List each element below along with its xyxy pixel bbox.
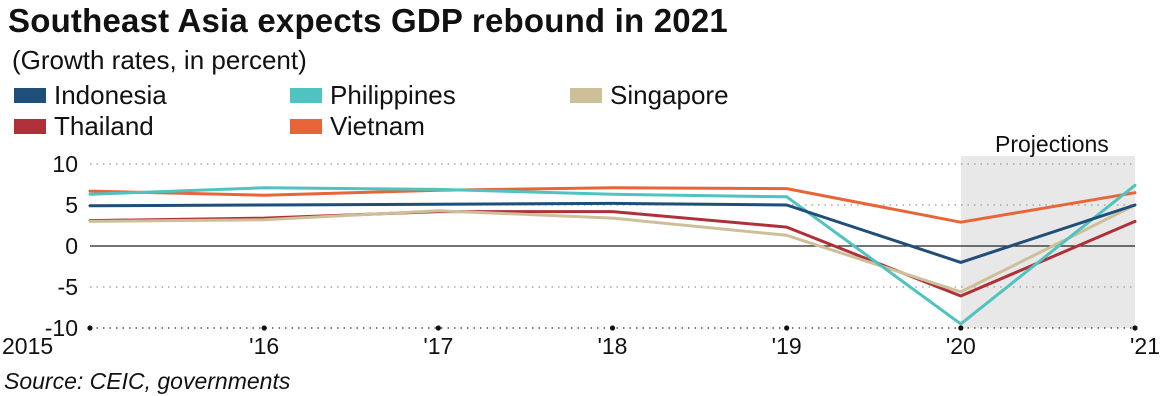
x-tick-label: '21 <box>1130 333 1160 359</box>
x-tick <box>435 325 441 331</box>
chart-title: Southeast Asia expects GDP rebound in 20… <box>8 2 728 39</box>
legend-item-philippines: Philippines <box>290 80 456 111</box>
legend-item-thailand: Thailand <box>14 111 154 142</box>
x-tick-label: '17 <box>423 333 453 359</box>
x-tick <box>261 325 267 331</box>
chart-subtitle: (Growth rates, in percent) <box>12 45 307 75</box>
y-tick-label: 5 <box>65 192 78 218</box>
legend-swatch-indonesia <box>14 88 46 103</box>
legend: Indonesia Philippines Singapore Thailand… <box>14 80 1014 144</box>
series-line-thailand <box>88 210 1137 298</box>
legend-swatch-singapore <box>570 88 602 103</box>
y-tick-label: 10 <box>52 151 78 177</box>
x-tick <box>87 325 93 331</box>
projections-label: Projections <box>995 131 1109 157</box>
x-tick <box>958 325 964 331</box>
x-tick-label: '20 <box>946 333 976 359</box>
series-line-vietnam <box>88 186 1137 224</box>
series-line-singapore <box>88 203 1137 294</box>
legend-item-vietnam: Vietnam <box>290 111 425 142</box>
x-tick-label: '16 <box>249 333 279 359</box>
legend-label-vietnam: Vietnam <box>330 111 425 141</box>
x-tick-label: '19 <box>772 333 802 359</box>
legend-label-singapore: Singapore <box>610 80 729 110</box>
x-tick-label: 2015 <box>2 333 53 359</box>
legend-item-indonesia: Indonesia <box>14 80 167 111</box>
legend-label-thailand: Thailand <box>54 111 154 141</box>
x-tick <box>609 325 616 331</box>
x-tick <box>784 325 790 331</box>
series-line-indonesia <box>88 201 1137 264</box>
y-tick-label: 0 <box>65 233 78 259</box>
source-note: Source: CEIC, governments <box>4 368 291 394</box>
legend-swatch-thailand <box>14 119 46 134</box>
y-tick-label: -10 <box>45 315 78 341</box>
legend-label-philippines: Philippines <box>330 80 456 110</box>
legend-swatch-philippines <box>290 88 322 103</box>
legend-swatch-vietnam <box>290 119 322 134</box>
x-tick <box>1132 325 1138 331</box>
y-tick-label: -5 <box>58 274 78 300</box>
legend-item-singapore: Singapore <box>570 80 729 111</box>
series-line-philippines <box>88 183 1137 326</box>
x-tick-label: '18 <box>598 333 628 359</box>
legend-label-indonesia: Indonesia <box>54 80 167 110</box>
